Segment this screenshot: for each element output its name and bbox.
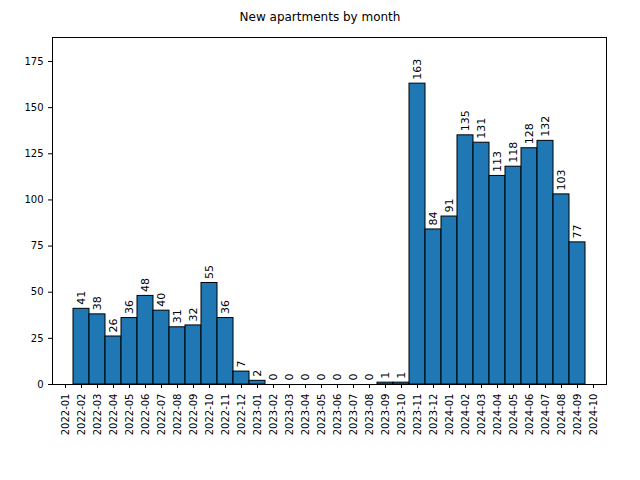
svg-text:7: 7: [235, 361, 248, 368]
svg-text:2024-07: 2024-07: [540, 394, 551, 436]
svg-text:2023-06: 2023-06: [332, 394, 343, 436]
svg-text:163: 163: [411, 59, 424, 80]
svg-text:0: 0: [267, 374, 280, 381]
svg-text:2022-08: 2022-08: [172, 394, 183, 436]
svg-text:1: 1: [379, 372, 392, 379]
svg-text:50: 50: [31, 286, 44, 297]
svg-text:84: 84: [427, 211, 440, 225]
svg-text:2023-09: 2023-09: [380, 394, 391, 436]
svg-text:2022-10: 2022-10: [204, 394, 215, 436]
svg-text:26: 26: [107, 319, 120, 333]
svg-text:2022-02: 2022-02: [76, 394, 87, 436]
svg-text:2022-05: 2022-05: [124, 394, 135, 436]
svg-text:0: 0: [363, 374, 376, 381]
svg-text:2: 2: [251, 370, 264, 377]
svg-text:36: 36: [123, 300, 136, 314]
svg-text:0: 0: [283, 374, 296, 381]
svg-text:2022-12: 2022-12: [236, 394, 247, 436]
svg-text:128: 128: [523, 123, 536, 144]
svg-text:2024-10: 2024-10: [588, 394, 599, 436]
svg-text:0: 0: [37, 379, 43, 390]
svg-text:2023-07: 2023-07: [348, 394, 359, 436]
svg-text:100: 100: [24, 194, 43, 205]
svg-text:2024-06: 2024-06: [524, 394, 535, 436]
svg-text:2022-07: 2022-07: [156, 394, 167, 436]
svg-text:2022-09: 2022-09: [188, 394, 199, 436]
svg-text:2024-08: 2024-08: [556, 394, 567, 436]
svg-text:75: 75: [31, 240, 44, 251]
svg-text:2023-12: 2023-12: [428, 394, 439, 436]
svg-text:0: 0: [347, 374, 360, 381]
svg-text:2024-03: 2024-03: [476, 394, 487, 436]
svg-text:2022-11: 2022-11: [220, 394, 231, 436]
svg-text:1: 1: [395, 372, 408, 379]
svg-text:31: 31: [171, 309, 184, 323]
svg-text:2023-10: 2023-10: [396, 394, 407, 436]
svg-text:2023-08: 2023-08: [364, 394, 375, 436]
svg-text:132: 132: [539, 116, 552, 137]
svg-text:2022-06: 2022-06: [140, 394, 151, 436]
svg-text:2024-02: 2024-02: [460, 394, 471, 436]
svg-text:2022-03: 2022-03: [92, 394, 103, 436]
html-text:New apartments by month: New apartments by month: [239, 10, 401, 24]
svg-text:2023-02: 2023-02: [268, 394, 279, 436]
svg-text:0: 0: [299, 374, 312, 381]
svg-text:2023-04: 2023-04: [300, 394, 311, 436]
svg-text:135: 135: [459, 110, 472, 131]
svg-text:40: 40: [155, 293, 168, 307]
svg-text:91: 91: [443, 199, 456, 213]
svg-text:41: 41: [75, 291, 88, 305]
svg-text:2022-01: 2022-01: [60, 394, 71, 436]
svg-text:2023-05: 2023-05: [316, 394, 327, 436]
svg-text:103: 103: [555, 169, 568, 190]
svg-text:131: 131: [475, 118, 488, 139]
svg-text:0: 0: [315, 374, 328, 381]
svg-text:0: 0: [331, 374, 344, 381]
svg-text:2024-09: 2024-09: [572, 394, 583, 436]
svg-text:2022-04: 2022-04: [108, 394, 119, 436]
svg-text:36: 36: [219, 300, 232, 314]
svg-text:2024-01: 2024-01: [444, 394, 455, 436]
svg-text:38: 38: [91, 296, 104, 310]
svg-text:77: 77: [571, 224, 584, 238]
svg-text:2024-04: 2024-04: [492, 394, 503, 436]
svg-text:150: 150: [24, 102, 43, 113]
svg-text:2023-11: 2023-11: [412, 394, 423, 436]
svg-text:2023-03: 2023-03: [284, 394, 295, 436]
svg-text:55: 55: [203, 265, 216, 279]
svg-text:48: 48: [139, 278, 152, 292]
svg-text:32: 32: [187, 307, 200, 321]
svg-text:2023-01: 2023-01: [252, 394, 263, 436]
svg-text:2024-05: 2024-05: [508, 394, 519, 436]
svg-text:175: 175: [24, 56, 43, 67]
svg-text:118: 118: [507, 142, 520, 163]
svg-text:125: 125: [24, 148, 43, 159]
svg-text:25: 25: [31, 333, 44, 344]
svg-text:113: 113: [491, 151, 504, 172]
